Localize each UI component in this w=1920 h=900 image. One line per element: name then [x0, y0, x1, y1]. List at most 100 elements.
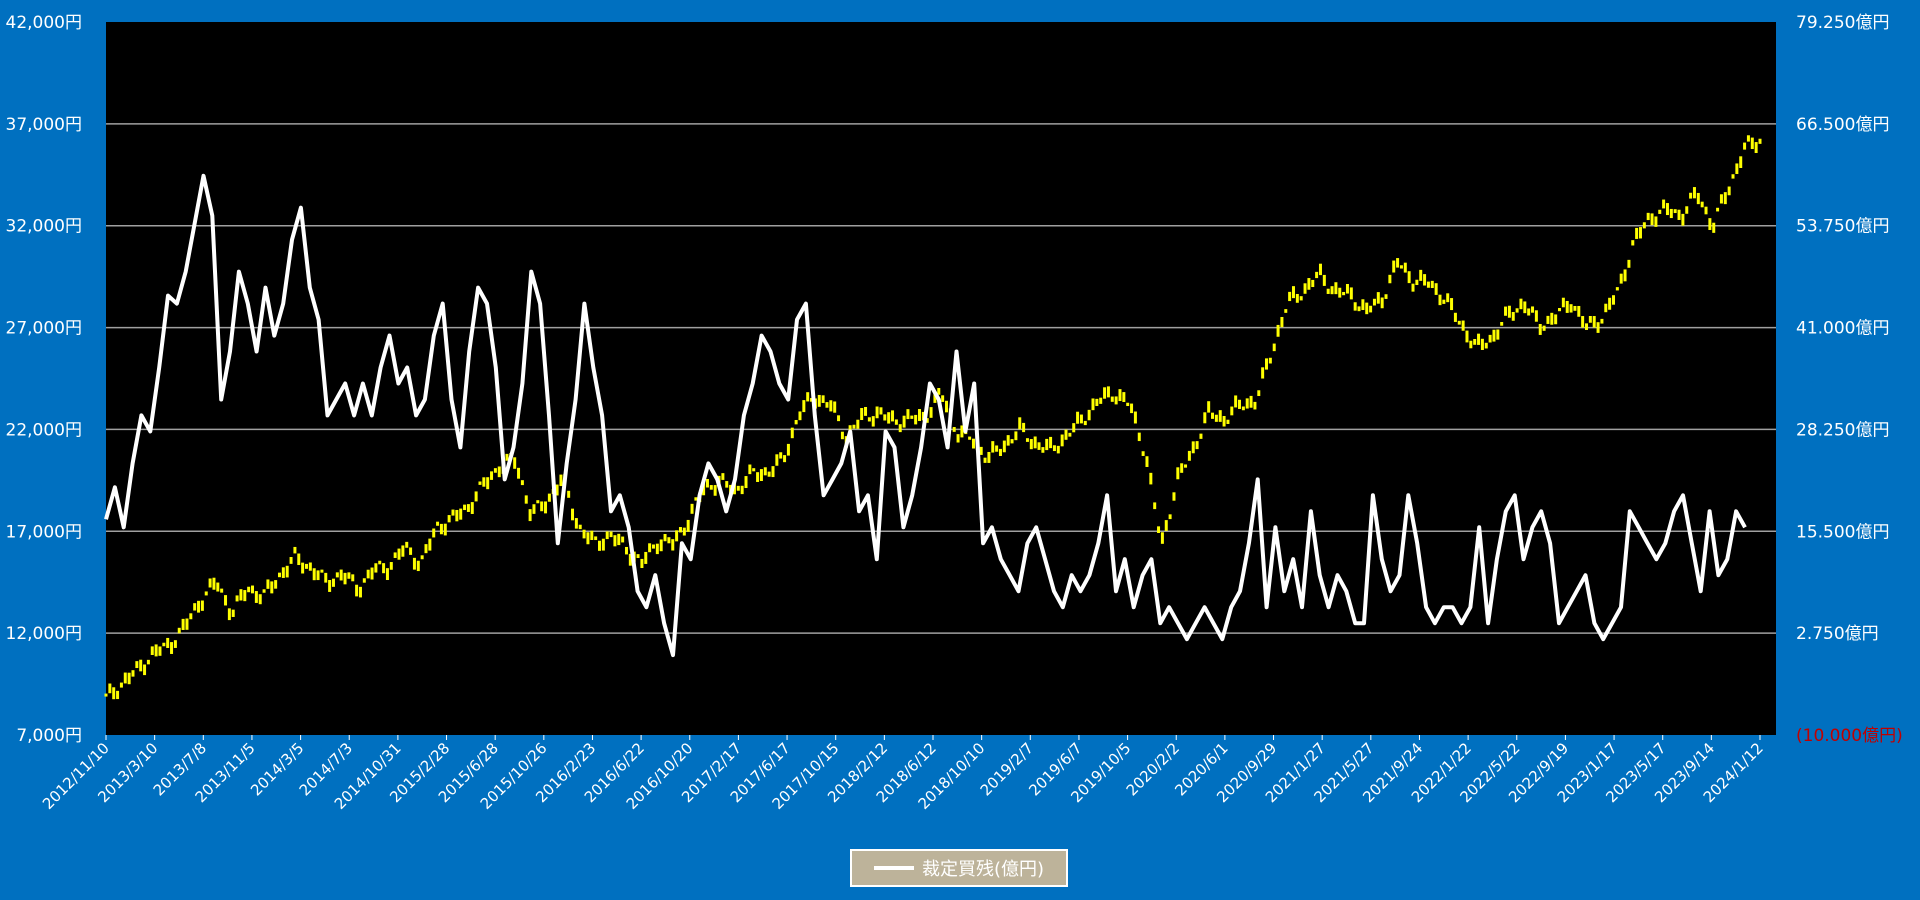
price-mark [251, 585, 255, 594]
left-tick-label: 17,000円 [6, 522, 82, 542]
price-mark [1450, 298, 1454, 311]
price-mark [474, 491, 478, 502]
price-mark [331, 578, 335, 587]
price-mark [1052, 445, 1056, 452]
price-mark [1103, 387, 1107, 399]
price-mark [1573, 305, 1577, 311]
price-mark [1068, 432, 1072, 437]
price-mark [1480, 338, 1484, 350]
right-axis-ticks: 79.250億円 66.500億円 53.750億円 41.000億円 28.250億円… [1796, 13, 1903, 746]
price-mark [1654, 216, 1658, 227]
price-mark [956, 434, 960, 443]
price-mark [1527, 308, 1531, 316]
price-mark [1164, 520, 1168, 531]
price-mark [675, 530, 679, 542]
price-mark [721, 473, 725, 480]
price-mark [1226, 419, 1230, 424]
price-mark [906, 409, 910, 420]
price-mark [513, 457, 517, 469]
price-mark [740, 485, 744, 495]
price-mark [1330, 286, 1334, 295]
price-mark [1168, 514, 1172, 520]
price-mark [366, 569, 370, 579]
price-mark [1268, 357, 1272, 364]
price-mark [451, 509, 455, 516]
price-mark [1696, 192, 1700, 205]
price-mark [544, 501, 548, 514]
price-mark [887, 412, 891, 424]
price-mark [1423, 274, 1427, 286]
price-mark [709, 485, 713, 490]
price-mark [1635, 227, 1639, 239]
series-line-arbitrage [104, 173, 1747, 658]
price-mark [385, 568, 389, 581]
price-mark [802, 400, 806, 413]
price-mark [1558, 308, 1562, 312]
price-mark [624, 546, 628, 555]
price-mark [547, 493, 551, 502]
price-mark [116, 690, 120, 700]
price-mark [601, 538, 605, 551]
price-mark [1199, 433, 1203, 439]
left-axis-ticks: 42,000円 37,000円 32,000円 27,000円 22,000円 17,00… [6, 13, 82, 746]
legend-label: 裁定買残(億円) [921, 859, 1045, 880]
price-mark [1187, 450, 1191, 461]
price-mark [1291, 286, 1295, 299]
price-mark [1600, 318, 1604, 324]
price-mark [1496, 329, 1500, 340]
price-mark [374, 563, 378, 573]
price-mark [463, 504, 467, 511]
price-mark [459, 508, 463, 520]
price-mark [409, 547, 413, 555]
price-mark [150, 646, 154, 656]
price-mark [382, 563, 386, 574]
price-mark [540, 501, 544, 512]
price-mark [1241, 406, 1245, 411]
price-mark [173, 640, 177, 648]
price-mark [1002, 440, 1006, 453]
price-mark [1735, 163, 1739, 174]
price-mark [1531, 306, 1535, 313]
price-mark [960, 425, 964, 438]
price-mark [891, 410, 895, 422]
right-tick-label: 15.500億円 [1796, 522, 1889, 542]
price-mark [1523, 301, 1527, 314]
price-mark [405, 541, 409, 548]
price-mark [1419, 269, 1423, 281]
price-mark [1022, 422, 1026, 433]
left-tick-label: 12,000円 [6, 624, 82, 644]
price-mark [1438, 294, 1442, 306]
price-mark [594, 536, 598, 541]
price-mark [779, 452, 783, 459]
price-mark [1507, 305, 1511, 318]
price-mark [667, 537, 671, 544]
price-mark [347, 572, 351, 579]
price-mark [505, 453, 509, 461]
price-mark [648, 543, 652, 553]
legend-swatch [873, 866, 914, 870]
price-mark [1041, 447, 1045, 453]
price-mark [482, 477, 486, 487]
grid-lines [106, 123, 1776, 634]
price-mark [1141, 451, 1145, 456]
price-mark [1519, 298, 1523, 310]
price-mark [1230, 406, 1234, 416]
price-mark [1195, 441, 1199, 450]
price-mark [1345, 284, 1349, 294]
price-mark [490, 471, 494, 480]
price-mark [617, 533, 621, 546]
price-mark [771, 466, 775, 478]
price-mark [1307, 278, 1311, 290]
price-mark [810, 398, 814, 402]
price-mark [628, 553, 632, 566]
price-mark [1099, 397, 1103, 404]
price-mark [783, 455, 787, 463]
price-mark [1334, 282, 1338, 295]
price-mark [436, 521, 440, 526]
price-mark [1079, 414, 1083, 424]
price-mark [177, 627, 181, 634]
price-mark [952, 427, 956, 432]
price-mark [609, 531, 613, 538]
price-mark [312, 568, 316, 581]
